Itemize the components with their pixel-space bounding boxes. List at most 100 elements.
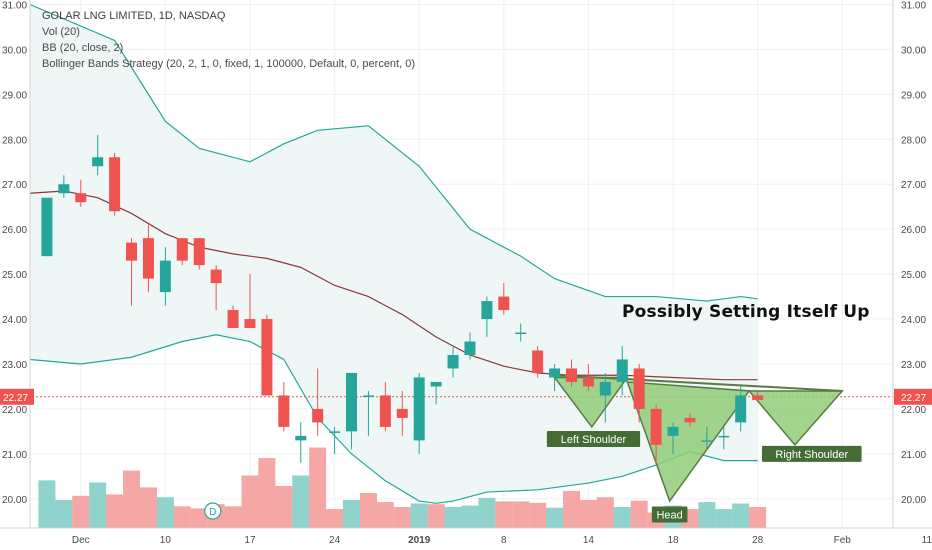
last-price-badge-text: 22.27 [901, 393, 926, 404]
volume-bar [512, 501, 530, 528]
candle-body [142, 238, 154, 279]
time-tick-label: 17 [244, 535, 256, 546]
volume-bar [613, 507, 631, 528]
candle-body [633, 368, 645, 409]
price-tick-label-left: 23.00 [2, 360, 27, 371]
time-tick-label: 28 [752, 535, 764, 546]
legend-bb: BB (20, close, 2) [42, 42, 124, 54]
price-tick-label: 29.00 [901, 90, 926, 101]
chart-title: GOLAR LNG LIMITED, 1D, NASDAQ [42, 10, 226, 22]
candle-body [362, 395, 374, 397]
candle-body [312, 408, 324, 423]
price-tick-label-left: 31.00 [2, 0, 27, 11]
volume-bar [224, 506, 242, 528]
price-tick-label: 20.00 [901, 495, 926, 506]
candle-body [41, 197, 53, 257]
volume-bar [326, 509, 344, 528]
volume-bar [89, 482, 107, 528]
volume-bar [579, 500, 597, 528]
candle-body [176, 238, 188, 261]
volume-bar [393, 507, 411, 528]
time-tick-label: 8 [501, 535, 507, 546]
candle-body [413, 377, 425, 441]
legend-strategy: Bollinger Bands Strategy (20, 2, 1, 0, f… [42, 58, 416, 70]
candle-body [650, 408, 662, 445]
price-tick-label-left: 29.00 [2, 90, 27, 101]
price-tick-label-left: 21.00 [2, 450, 27, 461]
right-shoulder-label-bg [761, 445, 862, 462]
legend-volume: Vol (20) [42, 26, 80, 38]
volume-bar [376, 502, 394, 528]
price-tick-label-left: 26.00 [2, 225, 27, 236]
candle-body [582, 377, 594, 387]
candle-body [329, 431, 341, 433]
candle-body [752, 395, 764, 400]
candle-body [430, 381, 442, 387]
time-tick-label: Feb [834, 535, 852, 546]
price-tick-label-left: 20.00 [2, 495, 27, 506]
dividend-marker-text: D [209, 507, 216, 518]
candle-body [379, 395, 391, 427]
price-tick-label: 25.00 [901, 270, 926, 281]
time-tick-label: 2019 [408, 535, 431, 546]
candle-body [295, 435, 307, 441]
price-tick-label-left: 30.00 [2, 45, 27, 56]
candle-body [667, 426, 679, 436]
left-axis-bg [0, 0, 30, 550]
volume-bar [359, 493, 377, 528]
candle-body [193, 238, 205, 266]
time-tick-label: 14 [583, 535, 595, 546]
price-tick-label-left: 28.00 [2, 135, 27, 146]
right-shoulder-label: Right Shoulder [775, 449, 848, 461]
volume-bar [258, 458, 276, 528]
volume-bar [698, 502, 716, 528]
time-tick-label: 10 [160, 535, 172, 546]
volume-bar [444, 507, 462, 528]
volume-bar [495, 501, 513, 528]
volume-bar [123, 470, 141, 528]
volume-bar [427, 504, 445, 528]
candle-body [126, 242, 138, 261]
candle-body [616, 359, 628, 382]
head-label-bg [651, 506, 688, 523]
time-tick-label: 18 [667, 535, 679, 546]
candle-body [159, 260, 171, 293]
left-shoulder-label-bg [546, 431, 641, 448]
volume-bar [410, 503, 428, 528]
candle-body [481, 301, 493, 320]
time-tick-label: Dec [72, 535, 90, 546]
price-tick-label-left: 24.00 [2, 315, 27, 326]
volume-bar [343, 500, 361, 528]
pattern-title: Possibly Setting Itself Up [622, 302, 870, 322]
volume-bar [529, 502, 547, 528]
volume-bar [55, 500, 73, 528]
candle-body [532, 350, 544, 373]
volume-bar [309, 447, 327, 528]
head-label: Head [656, 510, 682, 522]
price-tick-label-left: 25.00 [2, 270, 27, 281]
candle-body [396, 408, 408, 418]
neckline [554, 374, 843, 392]
price-tick-label: 26.00 [901, 225, 926, 236]
volume-bar [630, 500, 648, 528]
candle-body [735, 395, 747, 423]
last-price-badge-left-text: 22.27 [3, 393, 28, 404]
price-tick-label: 23.00 [901, 360, 926, 371]
volume-bar [190, 508, 208, 528]
candle-body [701, 440, 713, 442]
price-tick-label: 30.00 [901, 45, 926, 56]
dividend-marker [204, 502, 222, 520]
pattern-triangle [747, 390, 844, 447]
candle-body [261, 319, 273, 396]
pattern-labels: Left Shoulder Head Right Shoulder D [204, 431, 862, 523]
volume-bar [38, 480, 56, 528]
candle-body [684, 417, 696, 423]
volume-bar [106, 494, 124, 528]
volume-bar [546, 507, 564, 528]
candle-body [464, 341, 476, 355]
price-tick-label: 21.00 [901, 450, 926, 461]
candle-body [498, 296, 510, 311]
